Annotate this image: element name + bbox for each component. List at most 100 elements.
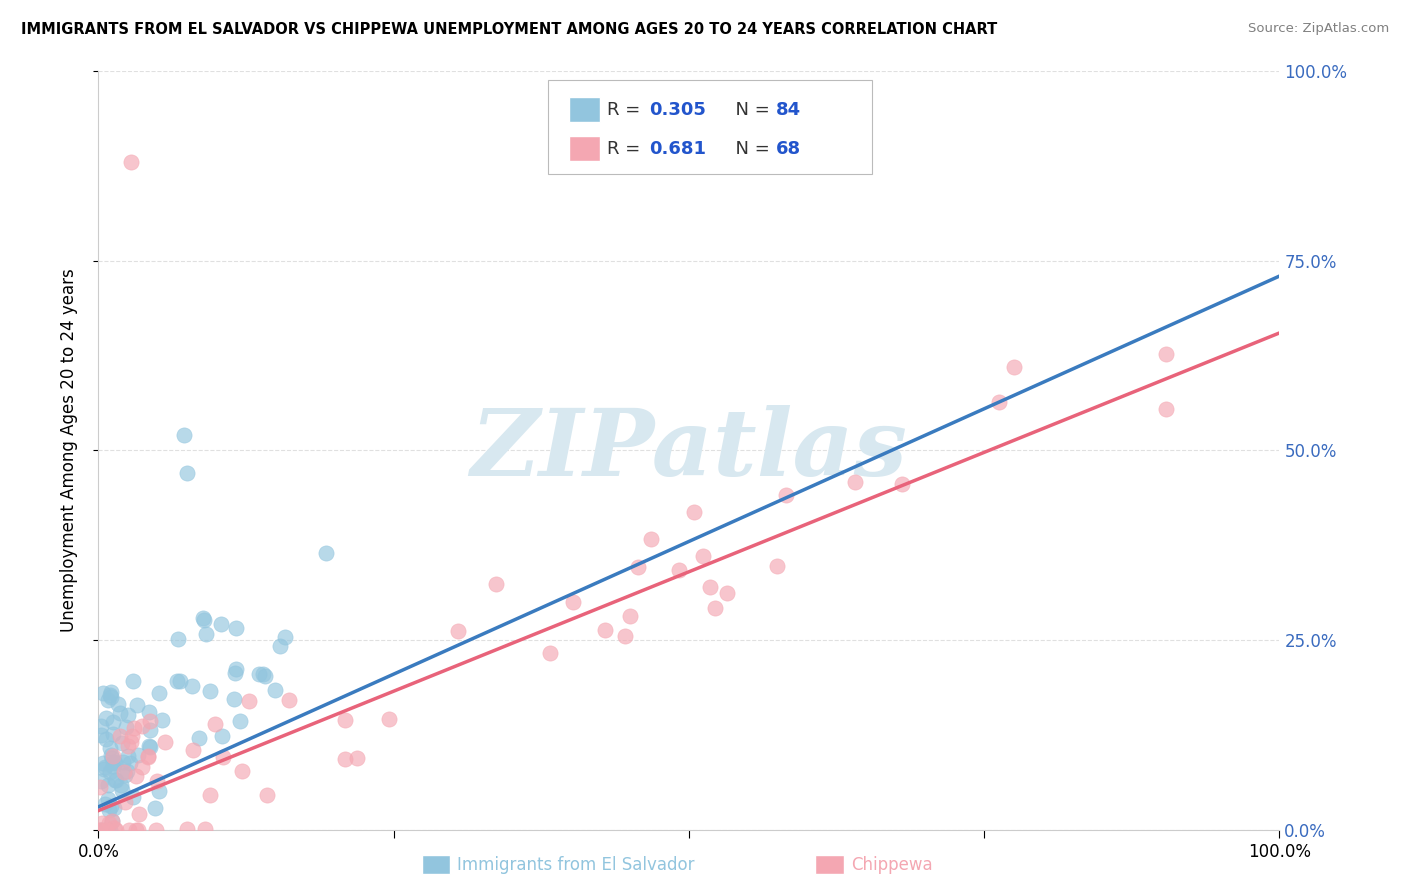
Point [122, 674, 145, 689]
Point [96, 711, 118, 725]
Point [176, 467, 198, 481]
Point [127, 698, 149, 712]
Point [89, 822, 111, 837]
Point [115, 764, 138, 779]
Point [94, 760, 117, 774]
Point [181, 742, 204, 756]
Point [120, 735, 142, 749]
Text: Source: ZipAtlas.com: Source: ZipAtlas.com [1249, 22, 1389, 36]
Point [100, 814, 122, 828]
Point [194, 627, 217, 641]
Point [98, 688, 121, 702]
Point [561, 595, 583, 609]
Point [225, 662, 247, 676]
Point [619, 608, 641, 623]
Y-axis label: Unemployment Among Ages 20 to 24 years: Unemployment Among Ages 20 to 24 years [59, 268, 77, 632]
Point [101, 714, 124, 729]
Point [222, 692, 245, 706]
Point [256, 788, 278, 802]
Point [224, 666, 246, 681]
Point [264, 682, 287, 697]
Text: IMMIGRANTS FROM EL SALVADOR VS CHIPPEWA UNEMPLOYMENT AMONG AGES 20 TO 24 YEARS C: IMMIGRANTS FROM EL SALVADOR VS CHIPPEWA … [21, 22, 997, 37]
Point [136, 748, 159, 763]
Point [274, 630, 297, 644]
Point [640, 532, 662, 546]
Point [193, 613, 215, 627]
Point [139, 739, 162, 754]
Point [166, 632, 188, 646]
Point [627, 560, 650, 574]
Point [111, 736, 134, 750]
Point [114, 795, 136, 809]
Point [335, 713, 357, 727]
Point [145, 822, 167, 837]
Point [169, 674, 191, 689]
Point [315, 546, 337, 560]
Point [97, 693, 120, 707]
Point [112, 764, 135, 779]
Point [89, 780, 111, 794]
Point [104, 822, 127, 837]
Point [97, 822, 120, 837]
Point [716, 586, 738, 600]
Point [614, 630, 637, 644]
Point [101, 749, 124, 764]
Point [225, 621, 247, 635]
Point [90, 728, 112, 742]
Point [90, 822, 112, 837]
Point [111, 783, 134, 797]
Point [111, 755, 134, 769]
Point [378, 712, 401, 726]
Point [593, 624, 616, 638]
Point [200, 788, 222, 802]
Point [110, 778, 132, 792]
Point [118, 756, 141, 770]
Point [278, 693, 301, 707]
Point [136, 750, 159, 764]
Point [100, 684, 122, 698]
Point [100, 798, 122, 813]
Point [131, 760, 153, 774]
Point [122, 789, 145, 804]
Point [97, 792, 120, 806]
Point [108, 706, 131, 721]
Point [699, 581, 721, 595]
Point [212, 750, 235, 764]
Point [775, 488, 797, 502]
Point [692, 549, 714, 563]
Text: N =: N = [724, 140, 776, 158]
Point [97, 816, 120, 830]
Text: 68: 68 [776, 140, 801, 158]
Point [153, 734, 176, 748]
Point [105, 773, 128, 788]
Point [94, 797, 117, 812]
Point [150, 713, 173, 727]
Point [103, 759, 125, 773]
Point [90, 773, 112, 788]
Point [104, 773, 127, 788]
Text: 0.681: 0.681 [650, 140, 707, 158]
Text: 0.305: 0.305 [650, 101, 706, 119]
Point [114, 768, 136, 782]
Point [231, 764, 253, 778]
Point [1154, 346, 1177, 360]
Point [101, 814, 124, 828]
Point [252, 667, 274, 681]
Text: N =: N = [724, 101, 776, 119]
Point [122, 722, 145, 736]
Point [93, 822, 115, 837]
Point [148, 784, 170, 798]
Point [891, 477, 914, 491]
Point [146, 773, 169, 788]
Point [131, 719, 153, 733]
Point [143, 801, 166, 815]
Point [101, 751, 124, 765]
Point [94, 731, 117, 746]
Point [247, 666, 270, 681]
Point [121, 729, 143, 743]
Point [181, 679, 204, 693]
Point [447, 624, 470, 639]
Point [1154, 401, 1177, 416]
Point [125, 769, 148, 783]
Point [194, 822, 217, 837]
